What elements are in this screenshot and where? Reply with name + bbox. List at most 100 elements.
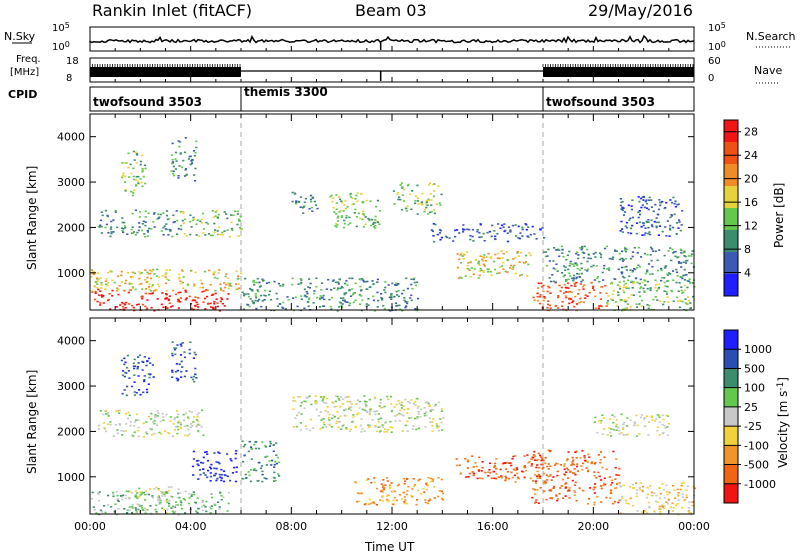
scatter-cell bbox=[137, 182, 140, 185]
scatter-cell bbox=[666, 296, 669, 298]
scatter-cell bbox=[132, 192, 135, 194]
scatter-cell bbox=[667, 301, 670, 303]
scatter-cell bbox=[568, 272, 571, 275]
scatter-cell bbox=[642, 196, 645, 198]
scatter-cell bbox=[622, 434, 625, 436]
scatter-cell bbox=[372, 501, 375, 503]
scatter-cell bbox=[180, 345, 183, 347]
scatter-cell bbox=[323, 423, 326, 426]
scatter-cell bbox=[654, 420, 657, 422]
scatter-cell bbox=[322, 294, 325, 297]
scatter-cell bbox=[140, 229, 144, 232]
scatter-cell bbox=[116, 432, 119, 435]
scatter-cell bbox=[566, 490, 570, 492]
scatter-cell bbox=[124, 413, 128, 415]
scatter-cell bbox=[210, 463, 213, 466]
scatter-cell bbox=[325, 426, 328, 428]
scatter-cell bbox=[148, 283, 151, 286]
scatter-cell bbox=[657, 208, 661, 211]
scatter-cell bbox=[644, 284, 647, 286]
scatter-cell bbox=[680, 224, 683, 226]
scatter-cell bbox=[441, 408, 444, 410]
scatter-cell bbox=[593, 475, 596, 477]
scatter-cell bbox=[637, 196, 640, 198]
scatter-cell bbox=[131, 276, 135, 278]
scatter-cell bbox=[462, 224, 465, 226]
scatter-cell bbox=[415, 281, 419, 283]
scatter-cell bbox=[134, 490, 137, 492]
scatter-cell bbox=[619, 299, 622, 301]
scatter-cell bbox=[614, 250, 617, 252]
scatter-cell bbox=[520, 251, 523, 254]
scatter-cell bbox=[354, 299, 357, 302]
scatter-cell bbox=[402, 491, 405, 494]
scatter-cell bbox=[218, 506, 221, 508]
scatter-cell bbox=[107, 411, 110, 414]
scatter-cell bbox=[431, 430, 434, 432]
scatter-cell bbox=[397, 295, 401, 298]
scatter-cell bbox=[227, 293, 230, 295]
scatter-cell bbox=[432, 195, 436, 198]
scatter-cell bbox=[173, 348, 177, 351]
scatter-cell bbox=[476, 228, 479, 231]
scatter-cell bbox=[376, 430, 379, 433]
scatter-cell bbox=[97, 424, 100, 427]
scatter-cell bbox=[212, 216, 215, 218]
scatter-cell bbox=[544, 480, 547, 483]
scatter-cell bbox=[675, 233, 678, 235]
scatter-cell bbox=[493, 230, 496, 232]
scatter-cell bbox=[328, 417, 331, 419]
scatter-cell bbox=[264, 295, 267, 297]
scatter-cell bbox=[133, 178, 136, 181]
scatter-cell bbox=[309, 198, 313, 201]
scatter-cell bbox=[635, 267, 639, 269]
scatter-cell bbox=[189, 426, 192, 429]
scatter-cell bbox=[335, 202, 338, 204]
scatter-cell bbox=[111, 289, 114, 292]
scatter-cell bbox=[677, 227, 680, 229]
scatter-cell bbox=[107, 271, 110, 274]
scatter-cell bbox=[542, 299, 545, 302]
scatter-cell bbox=[345, 427, 348, 429]
scatter-cell bbox=[474, 462, 477, 464]
scatter-cell bbox=[566, 458, 569, 460]
scatter-cell bbox=[312, 196, 315, 199]
scatter-cell bbox=[339, 209, 342, 212]
scatter-cell bbox=[516, 250, 519, 253]
scatter-cell bbox=[609, 497, 612, 499]
scatter-cell bbox=[432, 409, 435, 411]
scatter-cell bbox=[178, 145, 181, 148]
scatter-cell bbox=[655, 284, 658, 286]
scatter-cell bbox=[573, 468, 576, 470]
scatter-cell bbox=[415, 428, 418, 431]
scatter-cell bbox=[562, 497, 565, 499]
scatter-cell bbox=[639, 197, 643, 200]
scatter-cell bbox=[108, 293, 111, 295]
scatter-cell bbox=[185, 370, 188, 372]
scatter-cell bbox=[656, 426, 659, 429]
scatter-cell bbox=[400, 404, 403, 406]
scatter-cell bbox=[99, 224, 102, 227]
scatter-cell bbox=[586, 260, 589, 263]
scatter-cell bbox=[516, 252, 519, 254]
scatter-cell bbox=[385, 477, 389, 479]
scatter-cell bbox=[90, 497, 93, 500]
scatter-cell bbox=[664, 226, 667, 228]
scatter-cell bbox=[155, 504, 158, 507]
scatter-cell bbox=[568, 298, 571, 300]
scatter-cell bbox=[403, 496, 406, 498]
scatter-cell bbox=[169, 420, 172, 422]
scatter-cell bbox=[473, 268, 476, 270]
scatter-cell bbox=[179, 427, 183, 430]
scatter-cell bbox=[102, 422, 106, 424]
scatter-cell bbox=[531, 496, 534, 499]
scatter-cell bbox=[481, 461, 484, 463]
scatter-cell bbox=[144, 269, 147, 271]
scatter-cell bbox=[294, 296, 297, 299]
scatter-cell bbox=[131, 232, 134, 234]
scatter-cell bbox=[121, 230, 124, 232]
scatter-cell bbox=[683, 251, 686, 253]
scatter-cell bbox=[126, 490, 129, 493]
scatter-cell bbox=[157, 217, 160, 219]
scatter-cell bbox=[191, 424, 194, 427]
